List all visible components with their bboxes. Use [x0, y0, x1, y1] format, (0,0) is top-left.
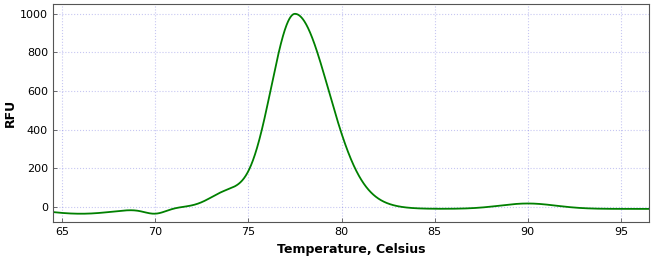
- X-axis label: Temperature, Celsius: Temperature, Celsius: [277, 243, 425, 256]
- Y-axis label: RFU: RFU: [4, 99, 17, 127]
